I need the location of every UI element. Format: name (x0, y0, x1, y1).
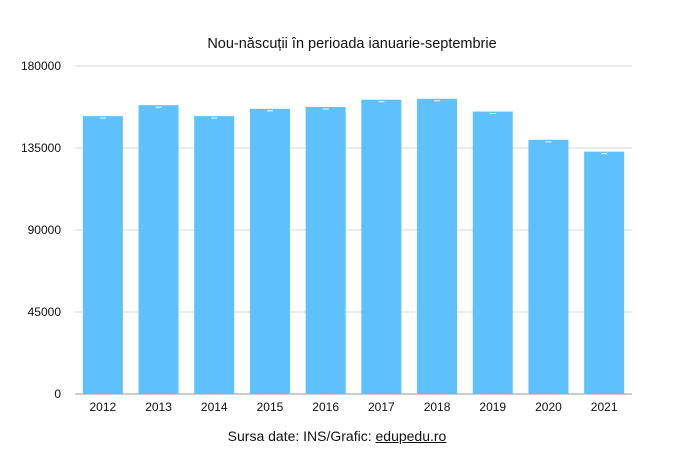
bar-2012 (82, 116, 123, 394)
bars (82, 98, 625, 395)
y-tick-label: 180000 (21, 59, 61, 73)
bar-2017 (361, 99, 402, 394)
bar-2015 (249, 108, 290, 395)
x-axis-ticks: 2012 2013 2014 2015 2016 2017 2018 2019 2020 2021 (89, 400, 617, 414)
x-tick-label: 2015 (257, 400, 284, 414)
bar-2021 (584, 151, 625, 394)
bar-2020 (528, 139, 569, 394)
source-prefix: Sursa date: INS/Grafic: (227, 428, 376, 444)
bar-2016 (305, 107, 346, 394)
bar-2018 (417, 98, 458, 395)
y-axis-ticks: 0 45000 90000 135000 180000 (21, 59, 61, 401)
bar-2013 (138, 105, 179, 394)
x-tick-label: 2016 (312, 400, 339, 414)
x-tick-label: 2020 (535, 400, 562, 414)
x-tick-label: 2014 (201, 400, 228, 414)
x-tick-label: 2017 (368, 400, 395, 414)
y-tick-label: 135000 (21, 141, 61, 155)
x-tick-label: 2013 (145, 400, 172, 414)
source-caption: Sursa date: INS/Grafic: edupedu.ro (0, 428, 674, 444)
y-tick-label: 90000 (28, 223, 62, 237)
x-tick-label: 2018 (424, 400, 451, 414)
source-link[interactable]: edupedu.ro (375, 428, 447, 444)
x-tick-label: 2019 (479, 400, 506, 414)
y-tick-label: 0 (54, 387, 61, 401)
bar-2014 (194, 116, 235, 394)
y-tick-label: 45000 (28, 305, 62, 319)
x-tick-label: 2021 (591, 400, 618, 414)
bar-2019 (472, 111, 513, 395)
chart-title: Nou-născuții în perioada ianuarie-septem… (207, 36, 496, 52)
x-tick-label: 2012 (89, 400, 116, 414)
